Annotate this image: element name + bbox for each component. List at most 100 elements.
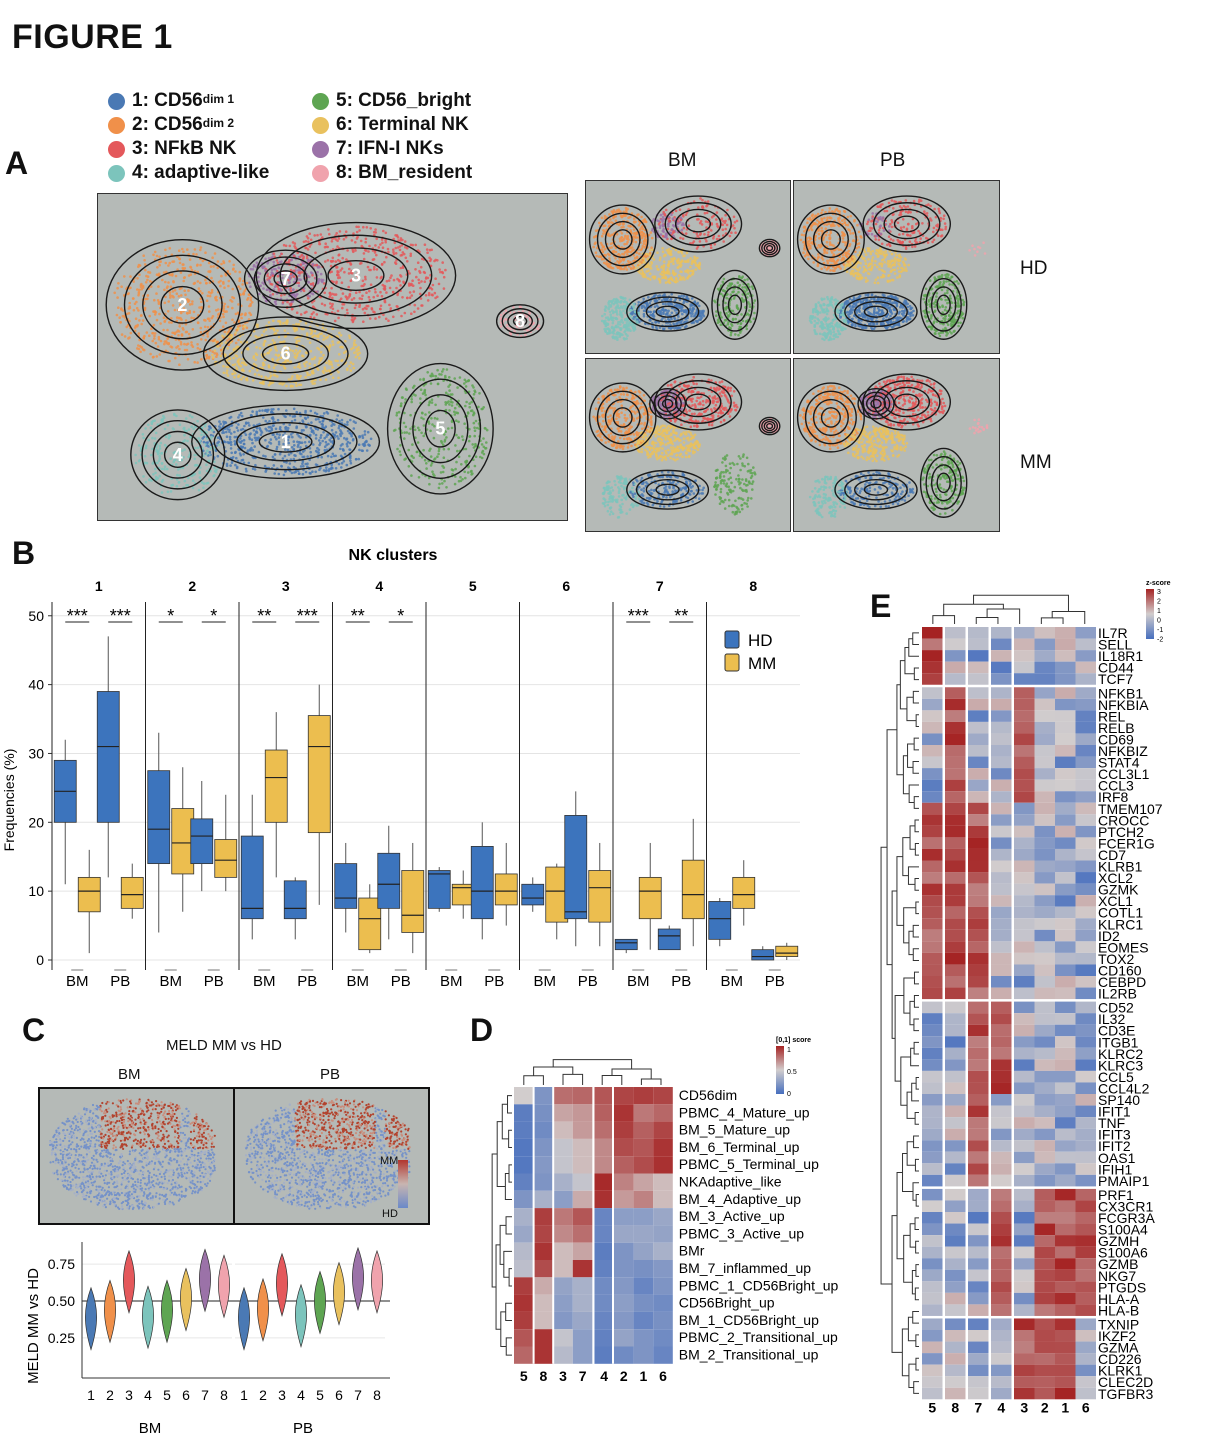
umap-point <box>350 269 353 273</box>
umap-point <box>323 366 326 369</box>
umap-point <box>349 461 353 465</box>
umap-point <box>295 354 299 358</box>
umap-point <box>692 315 696 318</box>
umap-point <box>309 238 313 242</box>
umap-point <box>521 310 525 313</box>
umap-point <box>414 243 418 247</box>
umap-point <box>288 277 292 281</box>
umap-point <box>512 305 515 309</box>
umap-point <box>710 229 713 232</box>
umap-point <box>689 303 692 306</box>
umap-point <box>284 358 288 362</box>
umap-point <box>672 271 675 275</box>
umap-point <box>706 200 710 203</box>
umap-point <box>294 349 298 352</box>
umap-point <box>233 451 237 455</box>
umap-point <box>437 447 441 451</box>
umap-point <box>282 322 285 325</box>
umap-point <box>350 434 353 438</box>
umap-point <box>599 255 603 259</box>
umap-point <box>703 211 707 215</box>
umap-point <box>132 308 136 312</box>
umap-point <box>676 261 679 265</box>
umap-point <box>421 304 424 307</box>
umap-point <box>313 330 317 333</box>
umap-point <box>440 373 443 376</box>
umap-point <box>447 400 450 403</box>
density-contour <box>512 315 528 327</box>
umap-point <box>675 278 678 281</box>
umap-point <box>207 290 211 294</box>
umap-point <box>290 300 294 304</box>
umap-point <box>340 466 343 469</box>
umap-point <box>612 209 616 212</box>
umap-point <box>137 444 141 447</box>
umap-point <box>187 428 191 431</box>
umap-point <box>310 292 313 295</box>
umap-point <box>444 403 448 406</box>
umap-point <box>299 441 302 444</box>
umap-point <box>249 414 253 417</box>
umap-point <box>410 312 413 315</box>
umap-point <box>290 258 293 262</box>
density-contour <box>645 300 690 323</box>
umap-point <box>309 409 313 413</box>
umap-point <box>163 340 167 343</box>
umap-point <box>616 322 620 326</box>
umap-point <box>468 405 472 409</box>
umap-point <box>647 310 650 313</box>
umap-point <box>172 428 175 431</box>
umap-point <box>362 257 366 261</box>
umap-point <box>306 416 310 419</box>
umap-point <box>273 472 276 475</box>
umap-point <box>231 372 235 376</box>
umap-point <box>381 241 384 245</box>
umap-point <box>137 294 140 297</box>
umap-point <box>678 274 681 277</box>
umap-point <box>170 317 173 320</box>
umap-point <box>609 304 613 307</box>
umap-point <box>241 283 244 286</box>
umap-point <box>650 246 653 249</box>
umap-point <box>319 350 323 354</box>
umap-point <box>346 249 349 252</box>
umap-point <box>250 446 253 450</box>
umap-bm-hd <box>585 180 791 354</box>
umap-point <box>277 436 281 439</box>
umap-point <box>178 347 181 351</box>
umap-point <box>334 454 337 458</box>
umap-point <box>264 470 267 473</box>
umap-point <box>286 300 289 304</box>
umap-point <box>337 271 340 274</box>
umap-point <box>737 333 740 337</box>
umap-point <box>294 336 297 340</box>
umap-point <box>677 250 680 254</box>
umap-point <box>341 292 345 295</box>
umap-point <box>664 281 668 284</box>
umap-point <box>253 373 257 376</box>
density-contour <box>213 413 358 471</box>
umap-point <box>321 439 324 443</box>
umap-point <box>177 481 181 484</box>
umap-point <box>276 274 280 278</box>
umap-point <box>271 256 274 259</box>
umap-point <box>191 345 195 348</box>
umap-point <box>715 237 719 241</box>
umap-point <box>428 401 431 405</box>
umap-point <box>392 315 395 319</box>
umap-point <box>383 288 387 291</box>
umap-point <box>225 369 229 372</box>
umap-point <box>214 470 218 474</box>
umap-point <box>181 247 184 251</box>
umap-point <box>213 349 217 352</box>
umap-point <box>505 323 509 327</box>
umap-point <box>270 427 273 430</box>
umap-point <box>453 482 457 486</box>
umap-point <box>252 263 256 267</box>
umap-point <box>280 464 283 468</box>
umap-point <box>120 307 123 310</box>
umap-point <box>271 424 275 427</box>
umap-point <box>301 419 304 422</box>
umap-point <box>293 444 296 447</box>
umap-point <box>620 232 624 235</box>
